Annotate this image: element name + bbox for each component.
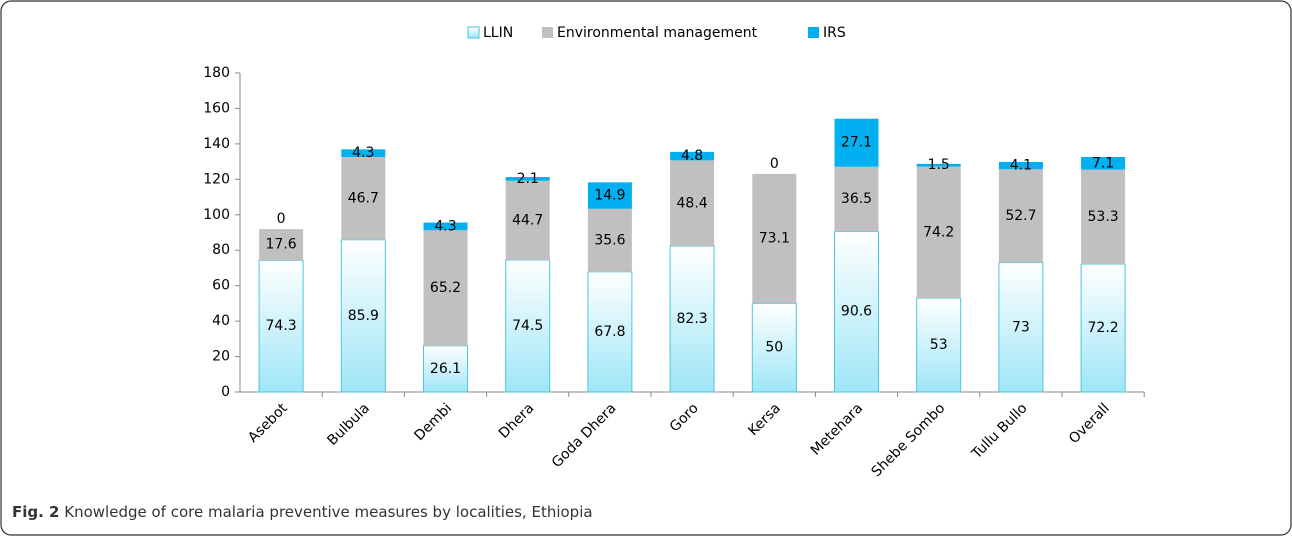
x-tick-label: Goda Dhera <box>549 400 620 471</box>
x-tick-label: Metehara <box>808 400 866 458</box>
data-label: 72.2 <box>1088 320 1119 336</box>
data-label: 53 <box>930 337 948 353</box>
data-label: 4.3 <box>434 218 456 234</box>
x-tick-label: Shebe Sombo <box>869 400 949 480</box>
data-label: 2.1 <box>517 171 539 187</box>
data-label: 1.5 <box>928 157 950 173</box>
x-tick-label: Goro <box>667 400 702 435</box>
legend-swatch <box>467 26 480 39</box>
bar-segment <box>834 166 879 232</box>
caption-label: Fig. 2 <box>12 503 59 521</box>
data-label: 73 <box>1012 319 1030 335</box>
data-label: 90.6 <box>841 304 872 320</box>
x-tick-label: Dembi <box>411 400 455 444</box>
data-label: 4.8 <box>681 148 703 164</box>
data-label: 85.9 <box>348 308 379 324</box>
data-label: 26.1 <box>430 361 461 377</box>
bar-segment <box>423 222 468 231</box>
bar-segment <box>505 177 550 181</box>
bar-segment <box>423 230 468 346</box>
caption-text: Knowledge of core malaria preventive mea… <box>64 503 592 521</box>
bar-segment <box>834 230 879 393</box>
bar-segment <box>670 160 715 247</box>
bar-segment <box>1081 157 1126 170</box>
bar-segment <box>1081 169 1126 265</box>
data-label: 52.7 <box>1005 208 1036 224</box>
y-tick-label: 180 <box>203 65 230 81</box>
caption: Fig. 2 Knowledge of core malaria prevent… <box>12 503 593 521</box>
bar-segment <box>341 157 386 240</box>
y-tick-label: 60 <box>212 278 230 294</box>
bar-segment <box>505 180 550 260</box>
data-label: 50 <box>765 340 783 356</box>
x-tick-label: Bulbula <box>324 400 373 449</box>
data-label: 53.3 <box>1088 209 1119 225</box>
data-label: 4.3 <box>352 145 374 161</box>
legend-label: Environmental management <box>557 25 758 41</box>
data-label: 46.7 <box>348 190 379 206</box>
data-label: 27.1 <box>841 135 872 151</box>
legend-label: IRS <box>823 25 846 41</box>
data-label: 67.8 <box>594 324 625 340</box>
y-tick-label: 120 <box>203 171 230 187</box>
data-label: 7.1 <box>1092 155 1114 171</box>
bar-segment <box>998 169 1043 263</box>
data-label: 36.5 <box>841 191 872 207</box>
bar-segment <box>916 163 961 167</box>
data-label: 17.6 <box>266 237 297 253</box>
data-label: 82.3 <box>677 311 708 327</box>
bar-segment <box>505 259 551 393</box>
bar-segment <box>998 161 1043 170</box>
bar-segment <box>670 151 715 161</box>
y-tick-label: 0 <box>221 384 230 400</box>
data-label: 14.9 <box>594 188 625 204</box>
data-label: 73.1 <box>759 231 790 247</box>
bar-segment <box>587 182 632 209</box>
data-label: 74.2 <box>923 224 954 240</box>
bar-segment <box>916 297 962 393</box>
y-tick-label: 160 <box>203 100 230 116</box>
bar-segment <box>587 208 632 272</box>
bar-segment <box>669 245 715 393</box>
legend-swatch <box>808 27 819 38</box>
y-tick-label: 40 <box>212 313 230 329</box>
data-label: 44.7 <box>512 212 543 228</box>
legend-swatch <box>542 27 553 38</box>
x-tick-label: Tullu Bullo <box>968 400 1030 462</box>
x-tick-label: Dhera <box>496 400 537 441</box>
bar-segment <box>916 166 961 299</box>
bar-segment <box>423 345 468 393</box>
y-tick-label: 100 <box>203 207 230 223</box>
x-tick-label: Overall <box>1066 400 1113 447</box>
data-label: 0 <box>277 211 286 227</box>
bar-segment <box>751 302 797 393</box>
data-label: 35.6 <box>594 232 625 248</box>
bar-segment <box>340 239 386 393</box>
data-label: 4.1 <box>1010 158 1032 174</box>
data-label: 0 <box>770 156 779 172</box>
x-tick-label: Kersa <box>745 400 784 439</box>
bar-segment <box>587 271 633 393</box>
data-label: 74.5 <box>512 318 543 334</box>
bar-segment <box>998 262 1044 393</box>
bar-segment <box>752 173 797 304</box>
bar-segment <box>834 118 879 167</box>
legend-label: LLIN <box>483 25 513 41</box>
bar-segment <box>341 149 386 158</box>
data-label: 48.4 <box>677 195 708 211</box>
y-tick-label: 140 <box>203 136 230 152</box>
y-tick-label: 80 <box>212 242 230 258</box>
y-tick-label: 20 <box>212 349 230 365</box>
bar-segment <box>258 259 304 393</box>
x-tick-label: Asebot <box>245 400 291 446</box>
data-label: 65.2 <box>430 280 461 296</box>
bar-segment <box>1080 263 1126 393</box>
bar-segment <box>259 229 304 261</box>
data-label: 74.3 <box>266 318 297 334</box>
